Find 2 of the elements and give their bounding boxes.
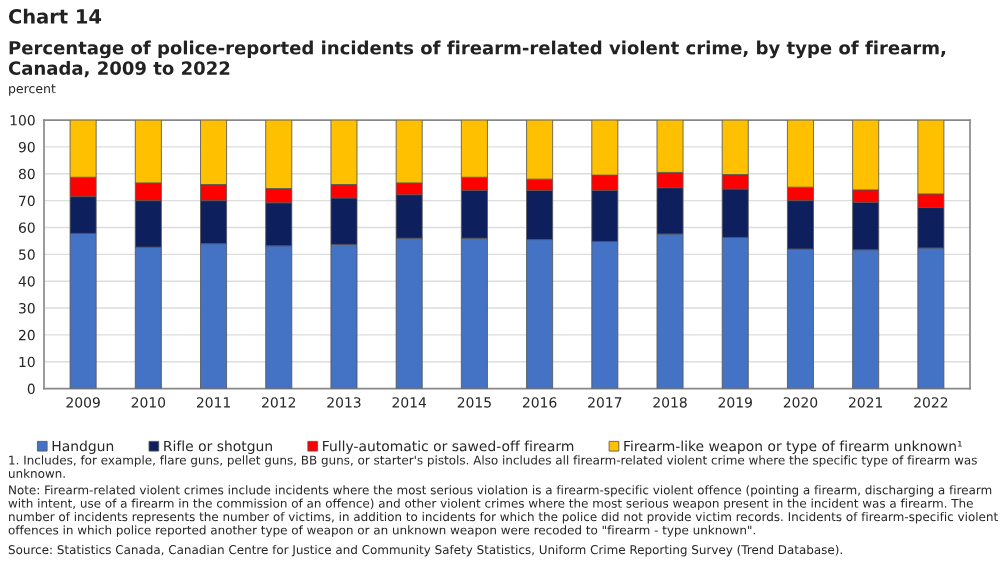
chart-subtitle: Percentage of police-reported incidents of firearm-related violent crime, by type of firearm, Canada, 2009 to 2022	[8, 40, 946, 78]
chart-title: Chart 14	[8, 8, 102, 24]
